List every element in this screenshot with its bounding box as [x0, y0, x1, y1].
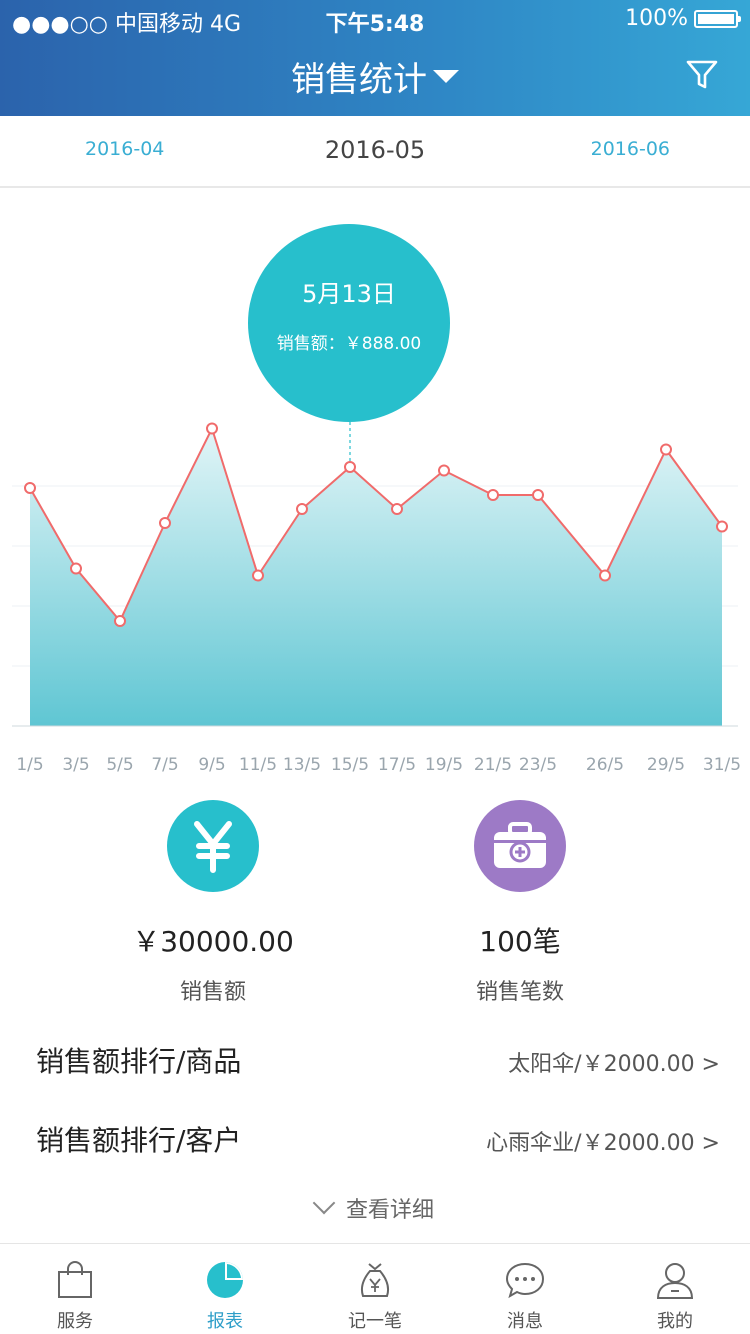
caret-down-icon — [433, 70, 459, 83]
data-point[interactable] — [206, 422, 218, 435]
x-tick-label: 9/5 — [198, 755, 225, 775]
tab-messages-label: 消息 — [507, 1311, 543, 1332]
next-month-link[interactable]: 2016-06 — [590, 138, 670, 160]
chevron-down-icon — [312, 1191, 336, 1215]
data-point[interactable] — [391, 503, 403, 515]
x-tick-label: 15/5 — [331, 755, 369, 775]
data-point[interactable] — [296, 503, 308, 515]
data-point[interactable] — [438, 464, 450, 477]
pie-chart-icon — [207, 1262, 243, 1298]
tab-mine[interactable]: 我的 — [600, 1244, 750, 1334]
rank-row-product[interactable]: 销售额排行/商品 太阳伞/￥2000.00 > — [36, 1040, 736, 1080]
clock-text: 下午5:48 — [325, 12, 425, 37]
x-tick-label: 11/5 — [239, 755, 277, 775]
rank-product-value: 太阳伞/￥2000.00 > — [508, 1052, 720, 1077]
tab-reports[interactable]: 报表 — [150, 1244, 300, 1334]
briefcase-icon — [474, 800, 566, 892]
tab-service-label: 服务 — [57, 1311, 93, 1332]
stat-sales-count: 100笔 销售笔数 — [390, 800, 650, 1006]
x-tick-label: 7/5 — [151, 755, 178, 775]
tab-mine-label: 我的 — [657, 1311, 693, 1332]
sales-area-chart[interactable]: 1/5 3/5 5/5 7/5 9/5 11/5 13/5 15/5 17/5 19/5 21/5 2… — [0, 188, 750, 788]
money-bag-icon — [360, 1263, 390, 1297]
tab-record-label: 记一笔 — [348, 1311, 402, 1332]
tooltip-date: 5月13日 — [302, 280, 396, 308]
x-tick-label: 19/5 — [425, 755, 463, 775]
bag-icon — [58, 1261, 92, 1298]
rank-row-customer[interactable]: 销售额排行/客户 心雨伞业/￥2000.00 > — [36, 1119, 736, 1159]
x-tick-label: 13/5 — [283, 755, 321, 775]
x-tick-label: 31/5 — [703, 755, 741, 775]
battery-percent: 100% — [625, 6, 688, 31]
data-point[interactable] — [487, 489, 499, 501]
tab-messages[interactable]: 消息 — [450, 1244, 600, 1334]
title-dropdown[interactable]: 销售统计 — [0, 52, 750, 100]
stat-sales-amount: ￥30000.00 销售额 — [83, 800, 343, 1006]
user-icon — [656, 1263, 694, 1299]
status-bar: ●●●○○ 中国移动 4G 下午5:48 100% — [0, 0, 750, 38]
rank-customer-value: 心雨伞业/￥2000.00 > — [486, 1131, 720, 1156]
tab-reports-label: 报表 — [207, 1311, 243, 1332]
x-tick-label: 1/5 — [16, 755, 43, 775]
summary-stats: ￥30000.00 销售额 100笔 销售笔数 — [0, 800, 750, 1005]
x-tick-label: 26/5 — [586, 755, 624, 775]
page-title: 销售统计 — [291, 60, 427, 100]
app-header: ●●●○○ 中国移动 4G 下午5:48 100% 销售统计 — [0, 0, 750, 116]
filter-icon[interactable] — [684, 56, 720, 92]
x-tick-label: 3/5 — [62, 755, 89, 775]
data-point[interactable] — [24, 482, 36, 494]
rank-product-title: 销售额排行/商品 — [36, 1045, 242, 1078]
tab-service[interactable]: 服务 — [0, 1244, 150, 1334]
x-tick-label: 29/5 — [647, 755, 685, 775]
rank-customer-title: 销售额排行/客户 — [36, 1124, 242, 1157]
data-point[interactable] — [532, 489, 544, 501]
sales-amount-value: ￥30000.00 — [132, 925, 294, 958]
x-tick-label: 5/5 — [106, 755, 133, 775]
data-point[interactable] — [660, 443, 672, 456]
data-point[interactable] — [114, 615, 126, 627]
tab-record[interactable]: 记一笔 — [300, 1244, 450, 1334]
battery-icon — [694, 9, 741, 28]
tooltip-value: 销售额：￥888.00 — [276, 334, 422, 354]
yen-icon — [167, 800, 259, 892]
data-point[interactable] — [252, 569, 264, 582]
prev-month-link[interactable]: 2016-04 — [85, 138, 165, 160]
chart-tooltip-bubble: 5月13日 销售额：￥888.00 — [248, 224, 450, 422]
month-switcher: 2016-04 2016-05 2016-06 — [0, 116, 750, 188]
data-point[interactable] — [159, 517, 171, 529]
data-point[interactable] — [716, 520, 728, 533]
x-tick-label: 21/5 — [474, 755, 512, 775]
chat-icon — [505, 1262, 545, 1299]
area-fill — [30, 428, 722, 726]
current-month: 2016-05 — [324, 136, 426, 164]
sales-count-label: 销售笔数 — [475, 980, 564, 1005]
sales-count-value: 100笔 — [479, 925, 561, 958]
data-point[interactable] — [344, 461, 356, 473]
sales-amount-label: 销售额 — [179, 980, 246, 1005]
data-point[interactable] — [70, 562, 82, 575]
x-tick-label: 17/5 — [378, 755, 416, 775]
data-point[interactable] — [599, 569, 611, 582]
view-details-label: 查看详细 — [345, 1198, 434, 1223]
carrier-text: ●●●○○ 中国移动 4G — [12, 12, 242, 37]
x-tick-label: 23/5 — [519, 755, 557, 775]
view-details-link[interactable]: 查看详细 — [0, 1191, 750, 1224]
bottom-tab-bar: 服务 报表 记一笔 消息 我的 — [0, 1243, 750, 1334]
